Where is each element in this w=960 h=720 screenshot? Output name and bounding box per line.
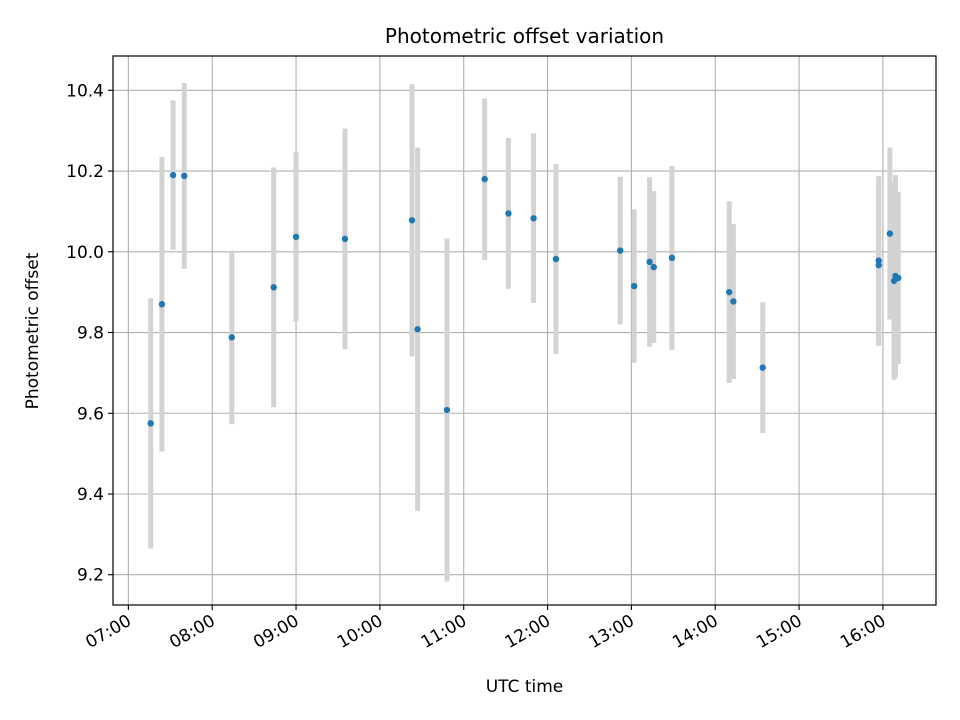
data-point [443, 406, 451, 414]
data-point [730, 298, 737, 305]
data-points [147, 171, 902, 427]
data-point [292, 233, 300, 241]
data-point [875, 257, 882, 264]
data-point [341, 235, 349, 243]
data-point [726, 288, 733, 296]
y-tick-label: 10.4 [66, 81, 104, 101]
data-point [505, 210, 512, 217]
data-point [408, 217, 416, 224]
y-axis-title: Photometric offset [23, 252, 43, 409]
data-point [181, 172, 188, 180]
y-tick-label: 9.8 [77, 324, 104, 344]
data-point [530, 215, 537, 222]
data-point [169, 171, 177, 179]
x-tick-label: 15:00 [753, 611, 805, 653]
y-tick-label: 10.0 [66, 243, 104, 263]
x-tick-label: 08:00 [166, 611, 218, 653]
data-point [875, 261, 882, 269]
data-point [481, 175, 488, 183]
x-tick-label: 13:00 [585, 611, 637, 653]
y-tick-label: 9.4 [77, 485, 104, 505]
grid [113, 56, 936, 605]
data-point [650, 263, 657, 271]
y-tick-label: 9.2 [77, 566, 104, 586]
x-tick-label: 14:00 [669, 611, 721, 653]
data-point [158, 301, 166, 308]
y-tick-label: 9.6 [77, 404, 104, 424]
x-tick-label: 11:00 [418, 611, 470, 653]
data-point [228, 334, 235, 341]
data-point [646, 258, 653, 266]
x-tick-label: 10:00 [334, 611, 386, 653]
data-point [147, 420, 154, 427]
chart-title: Photometric offset variation [385, 24, 664, 48]
x-tick-label: 12:00 [502, 611, 554, 653]
y-tick-label: 10.2 [66, 162, 104, 182]
x-tick-label: 16:00 [837, 611, 889, 653]
x-axis-ticks: 07:00 08:00 09:00 10:00 11:00 12:00 13:00 14:00… [82, 605, 889, 653]
data-point [895, 274, 902, 282]
x-tick-label: 07:00 [82, 611, 134, 653]
data-point [552, 255, 560, 263]
data-point [270, 284, 277, 291]
data-point [759, 364, 766, 371]
data-point [668, 254, 676, 262]
plot-frame [112, 55, 937, 606]
data-point [617, 247, 624, 254]
data-point [414, 326, 421, 333]
data-point [630, 282, 638, 290]
y-axis-ticks: 9.2 9.4 9.6 9.8 10.0 10.2 10.4 [66, 81, 113, 586]
x-tick-label: 09:00 [250, 611, 302, 653]
data-point [886, 230, 894, 237]
x-axis-title: UTC time [486, 677, 564, 697]
